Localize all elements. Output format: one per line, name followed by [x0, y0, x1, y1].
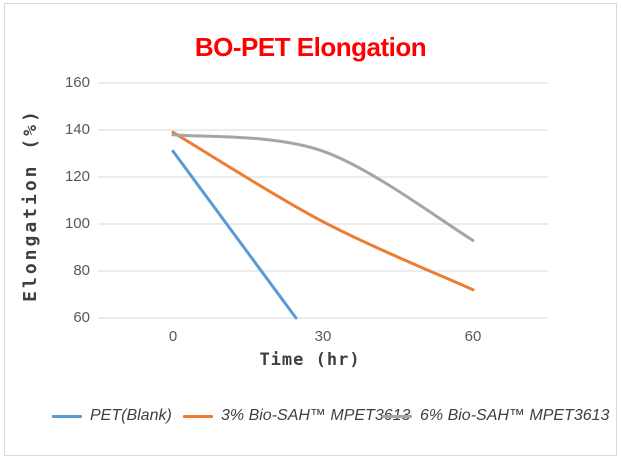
chart-title: BO-PET Elongation [194, 32, 427, 62]
legend-item: 3% Bio-SAH™ MPET3613 [183, 405, 410, 427]
legend-item: 6% Bio-SAH™ MPET3613 [382, 405, 609, 427]
legend-label: PET(Blank) [90, 407, 172, 424]
legend-swatch-3pct-bio-sah [183, 414, 213, 418]
legend-item: PET(Blank) [52, 405, 172, 427]
series-line-0 [171, 149, 298, 320]
legend-swatch-pet-blank [52, 414, 82, 418]
y-tick-label: 80 [73, 262, 90, 279]
y-tick-label: 140 [64, 121, 90, 138]
series-line-1 [171, 130, 475, 292]
legend-label: 3% Bio-SAH™ MPET3613 [221, 407, 411, 424]
series-line-2 [171, 133, 475, 242]
y-tick-label: 60 [73, 309, 90, 326]
y-tick-label: 160 [64, 74, 90, 91]
x-tick-label: 60 [464, 328, 482, 345]
y-tick-label: 100 [64, 215, 90, 232]
y-tick-label: 120 [64, 168, 90, 185]
x-tick-label: 30 [314, 328, 332, 345]
legend-swatch-6pct-bio-sah [382, 414, 412, 418]
legend-label: 6% Bio-SAH™ MPET3613 [420, 407, 610, 424]
y-axis-title: Elongation (%) [20, 108, 41, 302]
x-axis-title: Time (hr) [259, 350, 361, 370]
chart-border [4, 3, 617, 456]
x-tick-label: 0 [168, 328, 178, 345]
